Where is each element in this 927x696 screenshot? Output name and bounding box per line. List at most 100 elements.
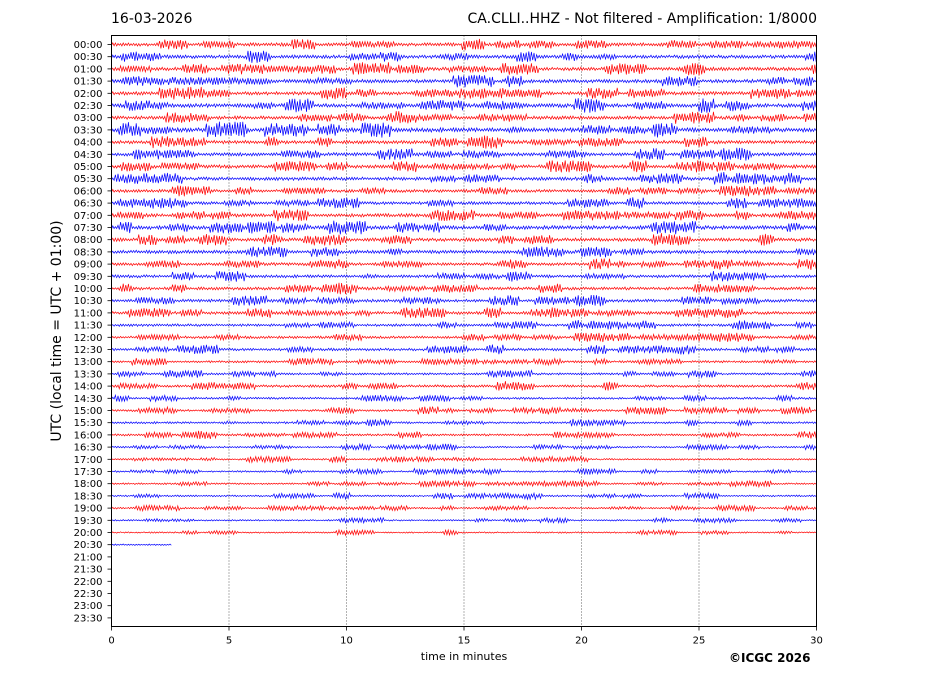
trace-row-1600 <box>111 430 817 440</box>
trace-row-1130 <box>111 320 817 330</box>
y-tick-label: 14:00 <box>74 382 103 393</box>
trace-row-0900 <box>111 258 817 270</box>
y-tick-label: 09:00 <box>74 260 103 271</box>
y-tick-label: 13:30 <box>74 369 103 380</box>
y-tick-label: 15:30 <box>74 418 103 429</box>
trace-row-1030 <box>111 294 817 307</box>
y-tick-label: 16:30 <box>74 443 103 454</box>
grid-layer <box>228 35 700 627</box>
trace-row-0200 <box>111 86 817 100</box>
y-tick-label: 06:30 <box>74 199 103 210</box>
trace-row-1430 <box>111 393 817 403</box>
trace-row-0430 <box>111 147 817 161</box>
y-tick-label: 14:30 <box>74 394 103 405</box>
trace-row-0930 <box>111 271 817 282</box>
y-tick-label: 00:00 <box>74 40 103 51</box>
trace-row-1800 <box>111 479 817 489</box>
trace-row-0130 <box>111 74 817 88</box>
y-tick-label: 05:30 <box>74 174 103 185</box>
y-tick-label: 11:00 <box>74 308 103 319</box>
trace-row-0600 <box>111 185 817 197</box>
trace-row-1000 <box>111 282 817 295</box>
trace-row-1630 <box>111 442 817 452</box>
trace-row-1330 <box>111 369 817 379</box>
y-tick-label: 18:30 <box>74 491 103 502</box>
y-tick-label: 03:00 <box>74 113 103 124</box>
trace-row-1300 <box>111 357 817 367</box>
x-axis-label: time in minutes <box>420 650 508 663</box>
y-tick-label: 10:30 <box>74 296 103 307</box>
y-tick-label: 12:30 <box>74 345 103 356</box>
y-tick-label: 01:00 <box>74 64 103 75</box>
trace-row-0530 <box>111 172 817 185</box>
trace-row-1400 <box>111 381 817 391</box>
y-tick-label: 08:30 <box>74 247 103 258</box>
date-label: 16-03-2026 <box>111 11 193 27</box>
y-tick-label: 07:00 <box>74 211 103 222</box>
y-tick-label: 23:00 <box>74 601 103 612</box>
y-tick-label: 01:30 <box>74 77 103 88</box>
y-tick-label: 18:00 <box>74 479 103 490</box>
trace-row-1530 <box>111 418 817 427</box>
trace-row-0830 <box>111 246 817 258</box>
trace-row-1100 <box>111 307 817 319</box>
y-tick-label: 00:30 <box>74 52 103 63</box>
trace-row-1900 <box>111 503 817 513</box>
y-tick-label: 02:30 <box>74 101 103 112</box>
x-tick-label: 30 <box>810 636 823 647</box>
y-tick-label: 17:00 <box>74 455 103 466</box>
copyright-label: ©ICGC 2026 <box>729 651 811 665</box>
y-tick-label: 09:30 <box>74 272 103 283</box>
y-tick-label: 21:30 <box>74 565 103 576</box>
trace-row-1500 <box>111 405 817 416</box>
x-tick-label: 5 <box>226 636 232 647</box>
trace-row-0000 <box>111 38 817 51</box>
plot-frame <box>111 35 817 627</box>
y-tick-label: 15:00 <box>74 406 103 417</box>
y-tick-label: 22:30 <box>74 589 103 600</box>
y-tick-label: 08:00 <box>74 235 103 246</box>
y-tick-label: 16:00 <box>74 430 103 441</box>
x-tick-label: 15 <box>458 636 471 647</box>
y-tick-label: 19:30 <box>74 516 103 527</box>
y-tick-label: 05:00 <box>74 162 103 173</box>
y-tick-label: 21:00 <box>74 552 103 563</box>
trace-row-0030 <box>111 50 817 63</box>
y-tick-label: 04:30 <box>74 150 103 161</box>
y-tick-label: 02:00 <box>74 89 103 100</box>
trace-row-0800 <box>111 233 817 246</box>
trace-row-0100 <box>111 62 817 76</box>
y-tick-label: 06:00 <box>74 186 103 197</box>
trace-row-2030 <box>111 543 172 546</box>
trace-row-0500 <box>111 160 817 173</box>
trace-row-0730 <box>111 220 817 235</box>
y-tick-label: 13:00 <box>74 357 103 368</box>
y-tick-label: 23:30 <box>74 613 103 624</box>
trace-row-1700 <box>111 455 817 464</box>
y-tick-label: 11:30 <box>74 321 103 332</box>
y-tick-label: 19:00 <box>74 504 103 515</box>
trace-row-0330 <box>111 121 817 138</box>
station-info-title: CA.CLLI..HHZ - Not filtered - Amplificat… <box>467 11 817 27</box>
y-tick-label: 04:00 <box>74 138 103 149</box>
x-tick-label: 0 <box>108 636 114 647</box>
y-tick-label: 22:00 <box>74 577 103 588</box>
trace-row-2000 <box>111 528 817 537</box>
trace-layer <box>111 38 817 546</box>
trace-row-0400 <box>111 135 817 149</box>
y-tick-label: 17:30 <box>74 467 103 478</box>
trace-row-1730 <box>111 467 817 476</box>
x-tick-label: 10 <box>340 636 353 647</box>
trace-row-1830 <box>111 491 817 501</box>
trace-row-1200 <box>111 332 817 343</box>
y-tick-label: 10:00 <box>74 284 103 295</box>
x-tick-label: 20 <box>575 636 588 647</box>
trace-row-0630 <box>111 197 817 209</box>
y-tick-label: 20:00 <box>74 528 103 539</box>
y-tick-label: 07:30 <box>74 223 103 234</box>
trace-row-0300 <box>111 111 817 124</box>
trace-row-0700 <box>111 209 817 222</box>
y-tick-label: 12:00 <box>74 333 103 344</box>
